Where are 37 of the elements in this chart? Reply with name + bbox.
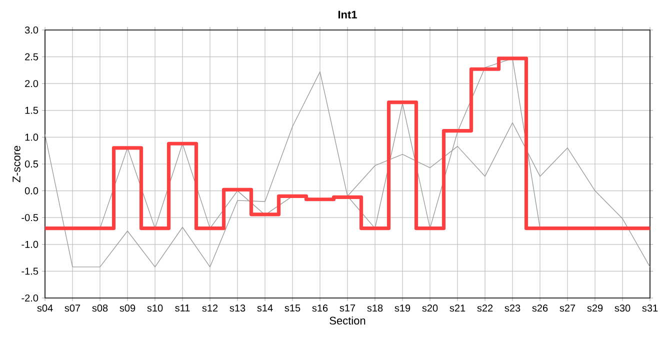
x-tick-label: s04 bbox=[37, 304, 53, 312]
x-tick-label: s14 bbox=[257, 304, 273, 312]
y-tick-label: -1.0 bbox=[22, 240, 38, 248]
y-tick-label: 0.5 bbox=[24, 160, 38, 168]
x-tick-label: s19 bbox=[394, 304, 410, 312]
x-tick-label: s31 bbox=[642, 304, 658, 312]
x-tick-label: s15 bbox=[284, 304, 300, 312]
x-tick-label: s07 bbox=[64, 304, 80, 312]
x-tick-label: s12 bbox=[202, 304, 218, 312]
y-tick-label: -1.5 bbox=[22, 268, 38, 275]
x-tick-label: s18 bbox=[367, 304, 383, 312]
y-tick-label: 0.0 bbox=[24, 187, 38, 194]
y-axis-title: Z-score bbox=[12, 146, 20, 182]
x-tick-label: s22 bbox=[477, 304, 493, 312]
x-tick-label: s20 bbox=[422, 304, 438, 312]
x-tick-label: s16 bbox=[312, 304, 328, 312]
x-axis-title: Section bbox=[330, 316, 366, 325]
x-tick-label: s09 bbox=[120, 304, 136, 312]
x-tick-label: s30 bbox=[614, 304, 630, 312]
chart-title: Int1 bbox=[338, 10, 357, 18]
x-tick-label: s21 bbox=[450, 304, 466, 312]
y-tick-label: 2.0 bbox=[25, 80, 38, 88]
x-tick-label: s08 bbox=[92, 304, 108, 312]
y-tick-label: 2.5 bbox=[25, 53, 38, 60]
y-tick-label: -0.5 bbox=[22, 214, 38, 222]
x-tick-label: s29 bbox=[587, 304, 603, 312]
x-tick-label: s27 bbox=[560, 304, 576, 312]
x-tick-label: s17 bbox=[340, 304, 356, 312]
x-tick-label: s23 bbox=[504, 304, 520, 312]
y-tick-label: 1.5 bbox=[25, 106, 38, 114]
y-tick-label: -2.0 bbox=[22, 294, 38, 302]
x-tick-label: s10 bbox=[147, 304, 163, 312]
y-tick-label: 1.0 bbox=[25, 134, 38, 141]
x-tick-label: s26 bbox=[532, 304, 548, 312]
y-tick-label: 3.0 bbox=[24, 26, 38, 34]
x-tick-label: s11 bbox=[175, 304, 190, 312]
x-tick-label: s13 bbox=[230, 304, 246, 312]
